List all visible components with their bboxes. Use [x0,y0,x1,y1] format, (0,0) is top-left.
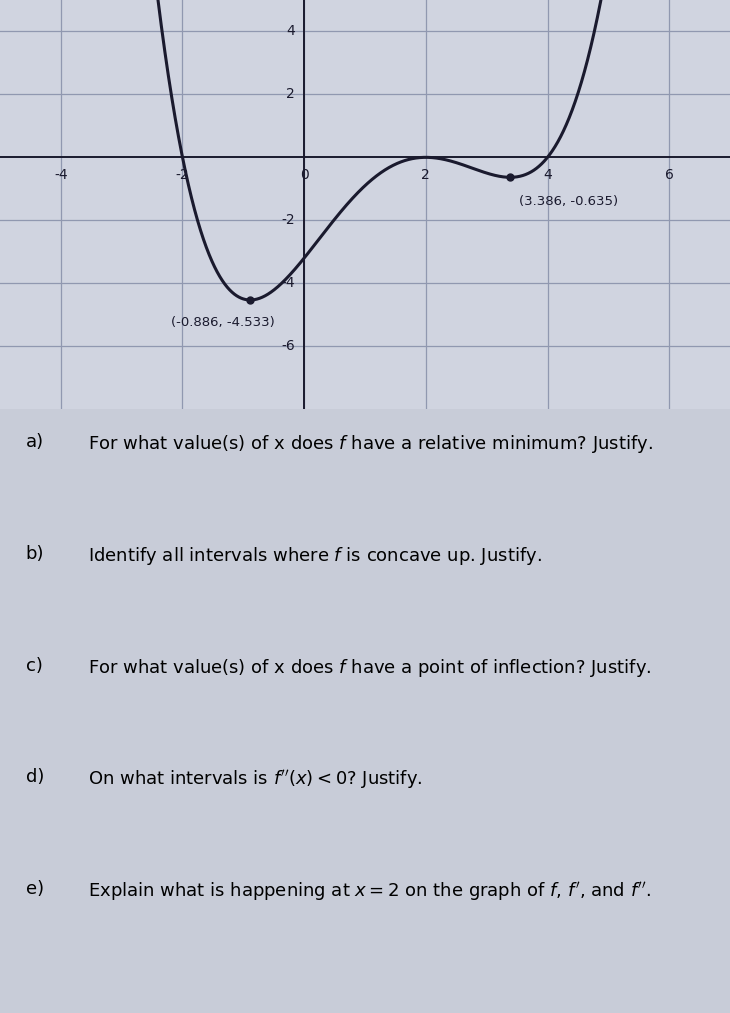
Text: 2: 2 [421,168,430,182]
Text: d): d) [26,769,44,786]
Text: 4: 4 [286,24,295,38]
Text: 6: 6 [665,168,674,182]
Text: -2: -2 [176,168,189,182]
Text: Identify all intervals where $f$ is concave up. Justify.: Identify all intervals where $f$ is conc… [88,545,542,567]
Text: For what value(s) of x does $f$ have a relative minimum? Justify.: For what value(s) of x does $f$ have a r… [88,434,653,455]
Text: On what intervals is $f''(x) < 0$? Justify.: On what intervals is $f''(x) < 0$? Justi… [88,769,422,791]
Text: -6: -6 [281,339,295,354]
Text: Explain what is happening at $x = 2$ on the graph of $f$, $f'$, and $f''$.: Explain what is happening at $x = 2$ on … [88,880,650,904]
Text: (-0.886, -4.533): (-0.886, -4.533) [171,316,275,329]
Text: -2: -2 [282,214,295,227]
Text: b): b) [26,545,44,563]
Text: -4: -4 [282,277,295,290]
Text: 0: 0 [300,168,309,182]
Text: c): c) [26,656,42,675]
Text: -4: -4 [54,168,68,182]
Text: 4: 4 [543,168,552,182]
Text: For what value(s) of x does $f$ have a point of inflection? Justify.: For what value(s) of x does $f$ have a p… [88,656,651,679]
Text: a): a) [26,434,44,451]
Text: 2: 2 [286,87,295,101]
Text: e): e) [26,880,44,899]
Text: (3.386, -0.635): (3.386, -0.635) [519,194,618,208]
